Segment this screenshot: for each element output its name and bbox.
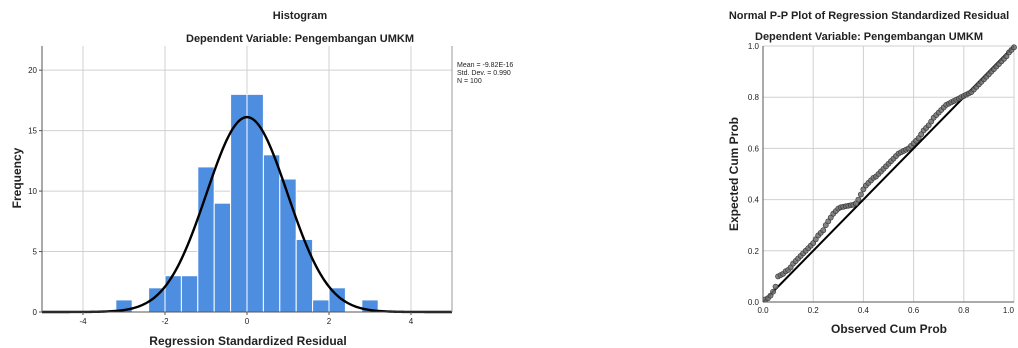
ppplot-x-tick-4: 0.8 <box>958 306 970 315</box>
histogram-bar-9 <box>279 178 297 313</box>
ppplot-y-tick-1: 0.2 <box>748 247 760 256</box>
ppplot-axes <box>762 46 1014 303</box>
ppplot-y-tick-3: 0.6 <box>748 144 760 153</box>
histogram-x-tick-3: 2 <box>327 317 332 326</box>
ppplot-x-tick-1: 0.2 <box>808 306 820 315</box>
histogram-stats-n: N = 100 <box>457 78 482 85</box>
histogram-y-tick-2: 10 <box>28 187 37 196</box>
histogram-x-tick-1: -2 <box>161 317 169 326</box>
histogram-stats-mean: Mean = -9.82E-16 <box>457 62 513 69</box>
ppplot-point-99 <box>1011 44 1017 51</box>
ppplot-point-38 <box>857 191 864 198</box>
ppplot-tick-labels: 0.0 0.2 0.4 0.6 0.8 1.0 0.0 0.2 0.4 0.6 0.8 1.0 <box>748 42 1015 315</box>
ppplot-x-tick-5: 1.0 <box>1003 306 1015 315</box>
histogram-bar-8 <box>262 154 281 313</box>
ppplot-x-axis-label: Observed Cum Prob <box>831 322 947 336</box>
histogram-x-tick-2: 0 <box>245 317 250 326</box>
ppplot-y-tick-2: 0.4 <box>748 196 760 205</box>
ppplot-y-tick-0: 0.0 <box>748 298 760 307</box>
histogram-bar-11 <box>312 299 330 313</box>
histogram-x-tick-0: -4 <box>79 317 87 326</box>
histogram-y-tick-1: 5 <box>33 248 38 257</box>
histogram-bar-10 <box>295 238 314 313</box>
histogram-bar-5 <box>213 202 232 313</box>
ppplot-y-axis-label: Expected Cum Prob <box>727 117 741 231</box>
histogram-stats-sd: Std. Dev. = 0.990 <box>457 70 511 77</box>
histogram-bar-3 <box>180 275 199 313</box>
histogram-x-tick-4: 4 <box>409 317 414 326</box>
ppplot-y-tick-4: 0.8 <box>748 93 760 102</box>
ppplot-point-4 <box>772 283 779 290</box>
ppplot-x-tick-3: 0.6 <box>908 306 920 315</box>
ppplot-subtitle: Dependent Variable: Pengembangan UMKM <box>755 31 983 43</box>
ppplot-title: Normal P-P Plot of Regression Standardiz… <box>729 10 1009 22</box>
histogram-y-tick-3: 15 <box>28 127 37 136</box>
histogram-y-axis-label: Frequency <box>10 147 24 208</box>
histogram-tick-labels: -4 -2 0 2 4 0 5 10 15 20 <box>28 66 414 326</box>
ppplot-x-tick-0: 0.0 <box>757 306 769 315</box>
histogram-y-tick-4: 20 <box>28 66 37 75</box>
histogram-bar-2 <box>164 275 182 313</box>
histogram-x-axis-label: Regression Standardized Residual <box>149 334 346 348</box>
histogram-bar-4 <box>197 166 215 313</box>
histogram-y-tick-0: 0 <box>33 308 38 317</box>
ppplot-y-tick-5: 1.0 <box>748 42 760 51</box>
histogram-normal-curve <box>42 115 452 314</box>
ppplot-point-37 <box>855 196 862 203</box>
histogram-subtitle: Dependent Variable: Pengembangan UMKM <box>186 33 414 45</box>
histogram-bars <box>115 93 379 313</box>
ppplot-x-tick-2: 0.4 <box>858 306 870 315</box>
ppplot-point-3 <box>770 288 776 295</box>
ppplot-points <box>762 44 1017 303</box>
ppplot-point-23 <box>820 227 827 234</box>
histogram-title: Histogram <box>273 10 328 22</box>
